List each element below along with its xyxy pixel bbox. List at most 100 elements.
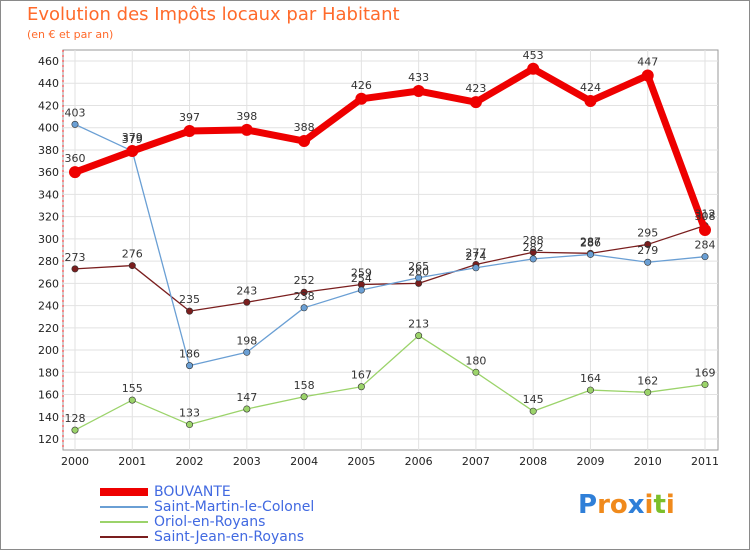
data-point-saint-martin-le-colonel [415, 274, 423, 282]
x-tick-label: 2004 [290, 455, 318, 468]
y-tick-label: 300 [38, 233, 59, 246]
data-label-saint-jean-en-royans: 252 [294, 274, 315, 287]
legend-swatch [100, 520, 148, 523]
data-label-oriol-en-royans: 145 [523, 393, 544, 406]
data-label-saint-jean-en-royans: 312 [695, 208, 716, 221]
x-tick-label: 2009 [576, 455, 604, 468]
data-label-saint-martin-le-colonel: 282 [523, 241, 544, 254]
data-point-oriol-en-royans [415, 332, 423, 340]
legend-item: Saint-Martin-le-Colonel [100, 498, 315, 515]
data-label-oriol-en-royans: 133 [179, 407, 200, 420]
x-tick-label: 2011 [691, 455, 719, 468]
data-label-bouvante: 308 [695, 210, 716, 223]
data-point-saint-martin-le-colonel [472, 264, 480, 272]
data-point-saint-martin-le-colonel [71, 120, 79, 128]
data-point-saint-martin-le-colonel [357, 286, 365, 294]
y-tick-label: 360 [38, 166, 59, 179]
data-label-bouvante: 398 [236, 110, 257, 123]
data-label-bouvante: 433 [408, 71, 429, 84]
data-point-saint-martin-le-colonel [300, 304, 308, 312]
data-label-bouvante: 388 [294, 121, 315, 134]
y-tick-label: 260 [38, 277, 59, 290]
data-point-saint-jean-en-royans [186, 307, 194, 315]
data-label-saint-jean-en-royans: 273 [65, 251, 86, 264]
y-tick-label: 120 [38, 433, 59, 446]
y-tick-label: 220 [38, 322, 59, 335]
series-line-bouvante [71, 65, 709, 234]
y-tick-label: 160 [38, 389, 59, 402]
logo-letter: r [597, 490, 610, 520]
logo-letter: o [609, 490, 628, 520]
data-point-oriol-en-royans [128, 396, 136, 404]
series-line-oriol-en-royans [74, 334, 706, 431]
data-label-oriol-en-royans: 155 [122, 382, 143, 395]
data-point-oriol-en-royans [357, 383, 365, 391]
data-point-saint-martin-le-colonel [529, 255, 537, 263]
data-point-saint-jean-en-royans [300, 288, 308, 296]
legend-label: Saint-Martin-le-Colonel [154, 498, 315, 515]
data-point-oriol-en-royans [71, 426, 79, 434]
data-label-saint-martin-le-colonel: 379 [122, 133, 143, 146]
data-point-bouvante [355, 92, 368, 105]
data-point-bouvante [412, 85, 425, 98]
data-point-saint-martin-le-colonel [186, 362, 194, 370]
data-label-saint-martin-le-colonel: 403 [65, 106, 86, 119]
data-label-saint-martin-le-colonel: 265 [408, 260, 429, 273]
data-label-saint-martin-le-colonel: 284 [695, 239, 716, 252]
data-label-bouvante: 397 [179, 111, 200, 124]
data-point-saint-jean-en-royans [71, 265, 79, 273]
y-tick-label: 180 [38, 366, 59, 379]
data-point-oriol-en-royans [701, 381, 709, 389]
plot-area [62, 49, 719, 451]
data-label-oriol-en-royans: 164 [580, 372, 601, 385]
data-label-bouvante: 453 [523, 49, 544, 62]
data-label-bouvante: 379 [122, 131, 143, 144]
x-tick-label: 2000 [61, 455, 89, 468]
legend-label: Oriol-en-Royans [154, 513, 266, 530]
data-point-oriol-en-royans [472, 368, 480, 376]
data-label-saint-martin-le-colonel: 274 [465, 250, 486, 263]
x-tick-label: 2001 [118, 455, 146, 468]
data-label-saint-martin-le-colonel: 186 [179, 348, 200, 361]
x-tick-label: 2002 [176, 455, 204, 468]
logo-letter: x [627, 490, 645, 520]
data-point-oriol-en-royans [186, 421, 194, 429]
data-label-bouvante: 360 [65, 152, 86, 165]
data-point-saint-martin-le-colonel [243, 348, 251, 356]
data-label-oriol-en-royans: 213 [408, 318, 429, 331]
data-label-oriol-en-royans: 167 [351, 369, 372, 382]
x-tick-label: 2005 [347, 455, 375, 468]
logo-letter: i [665, 490, 675, 520]
y-tick-label: 320 [38, 211, 59, 224]
data-point-saint-martin-le-colonel [701, 253, 709, 261]
y-tick-label: 440 [38, 77, 59, 90]
data-label-saint-martin-le-colonel: 279 [637, 244, 658, 257]
data-point-oriol-en-royans [243, 405, 251, 413]
y-tick-label: 460 [38, 55, 59, 68]
y-tick-label: 140 [38, 411, 59, 424]
data-label-saint-jean-en-royans: 295 [637, 226, 658, 239]
legend-item: BOUVANTE [100, 484, 231, 500]
data-label-saint-martin-le-colonel: 238 [294, 290, 315, 303]
data-label-oriol-en-royans: 147 [236, 391, 257, 404]
data-label-bouvante: 424 [580, 81, 601, 94]
data-label-saint-martin-le-colonel: 198 [236, 334, 257, 347]
data-point-saint-jean-en-royans [243, 298, 251, 306]
x-tick-label: 2006 [405, 455, 433, 468]
data-point-oriol-en-royans [644, 388, 652, 396]
legend-label: Saint-Jean-en-Royans [154, 528, 305, 545]
data-point-saint-martin-le-colonel [586, 250, 594, 258]
data-label-oriol-en-royans: 162 [637, 374, 658, 387]
data-point-saint-jean-en-royans [128, 262, 136, 270]
legend-swatch [100, 505, 148, 508]
chart-title: Evolution des Impôts locaux par Habitant [27, 4, 400, 25]
x-tick-label: 2008 [519, 455, 547, 468]
data-label-saint-jean-en-royans: 287 [580, 235, 601, 248]
legend-swatch [100, 487, 148, 496]
data-label-oriol-en-royans: 158 [294, 379, 315, 392]
data-label-saint-jean-en-royans: 277 [465, 246, 486, 259]
data-point-saint-jean-en-royans [644, 240, 652, 248]
y-tick-label: 420 [38, 99, 59, 112]
logo-letter: i [644, 490, 654, 520]
